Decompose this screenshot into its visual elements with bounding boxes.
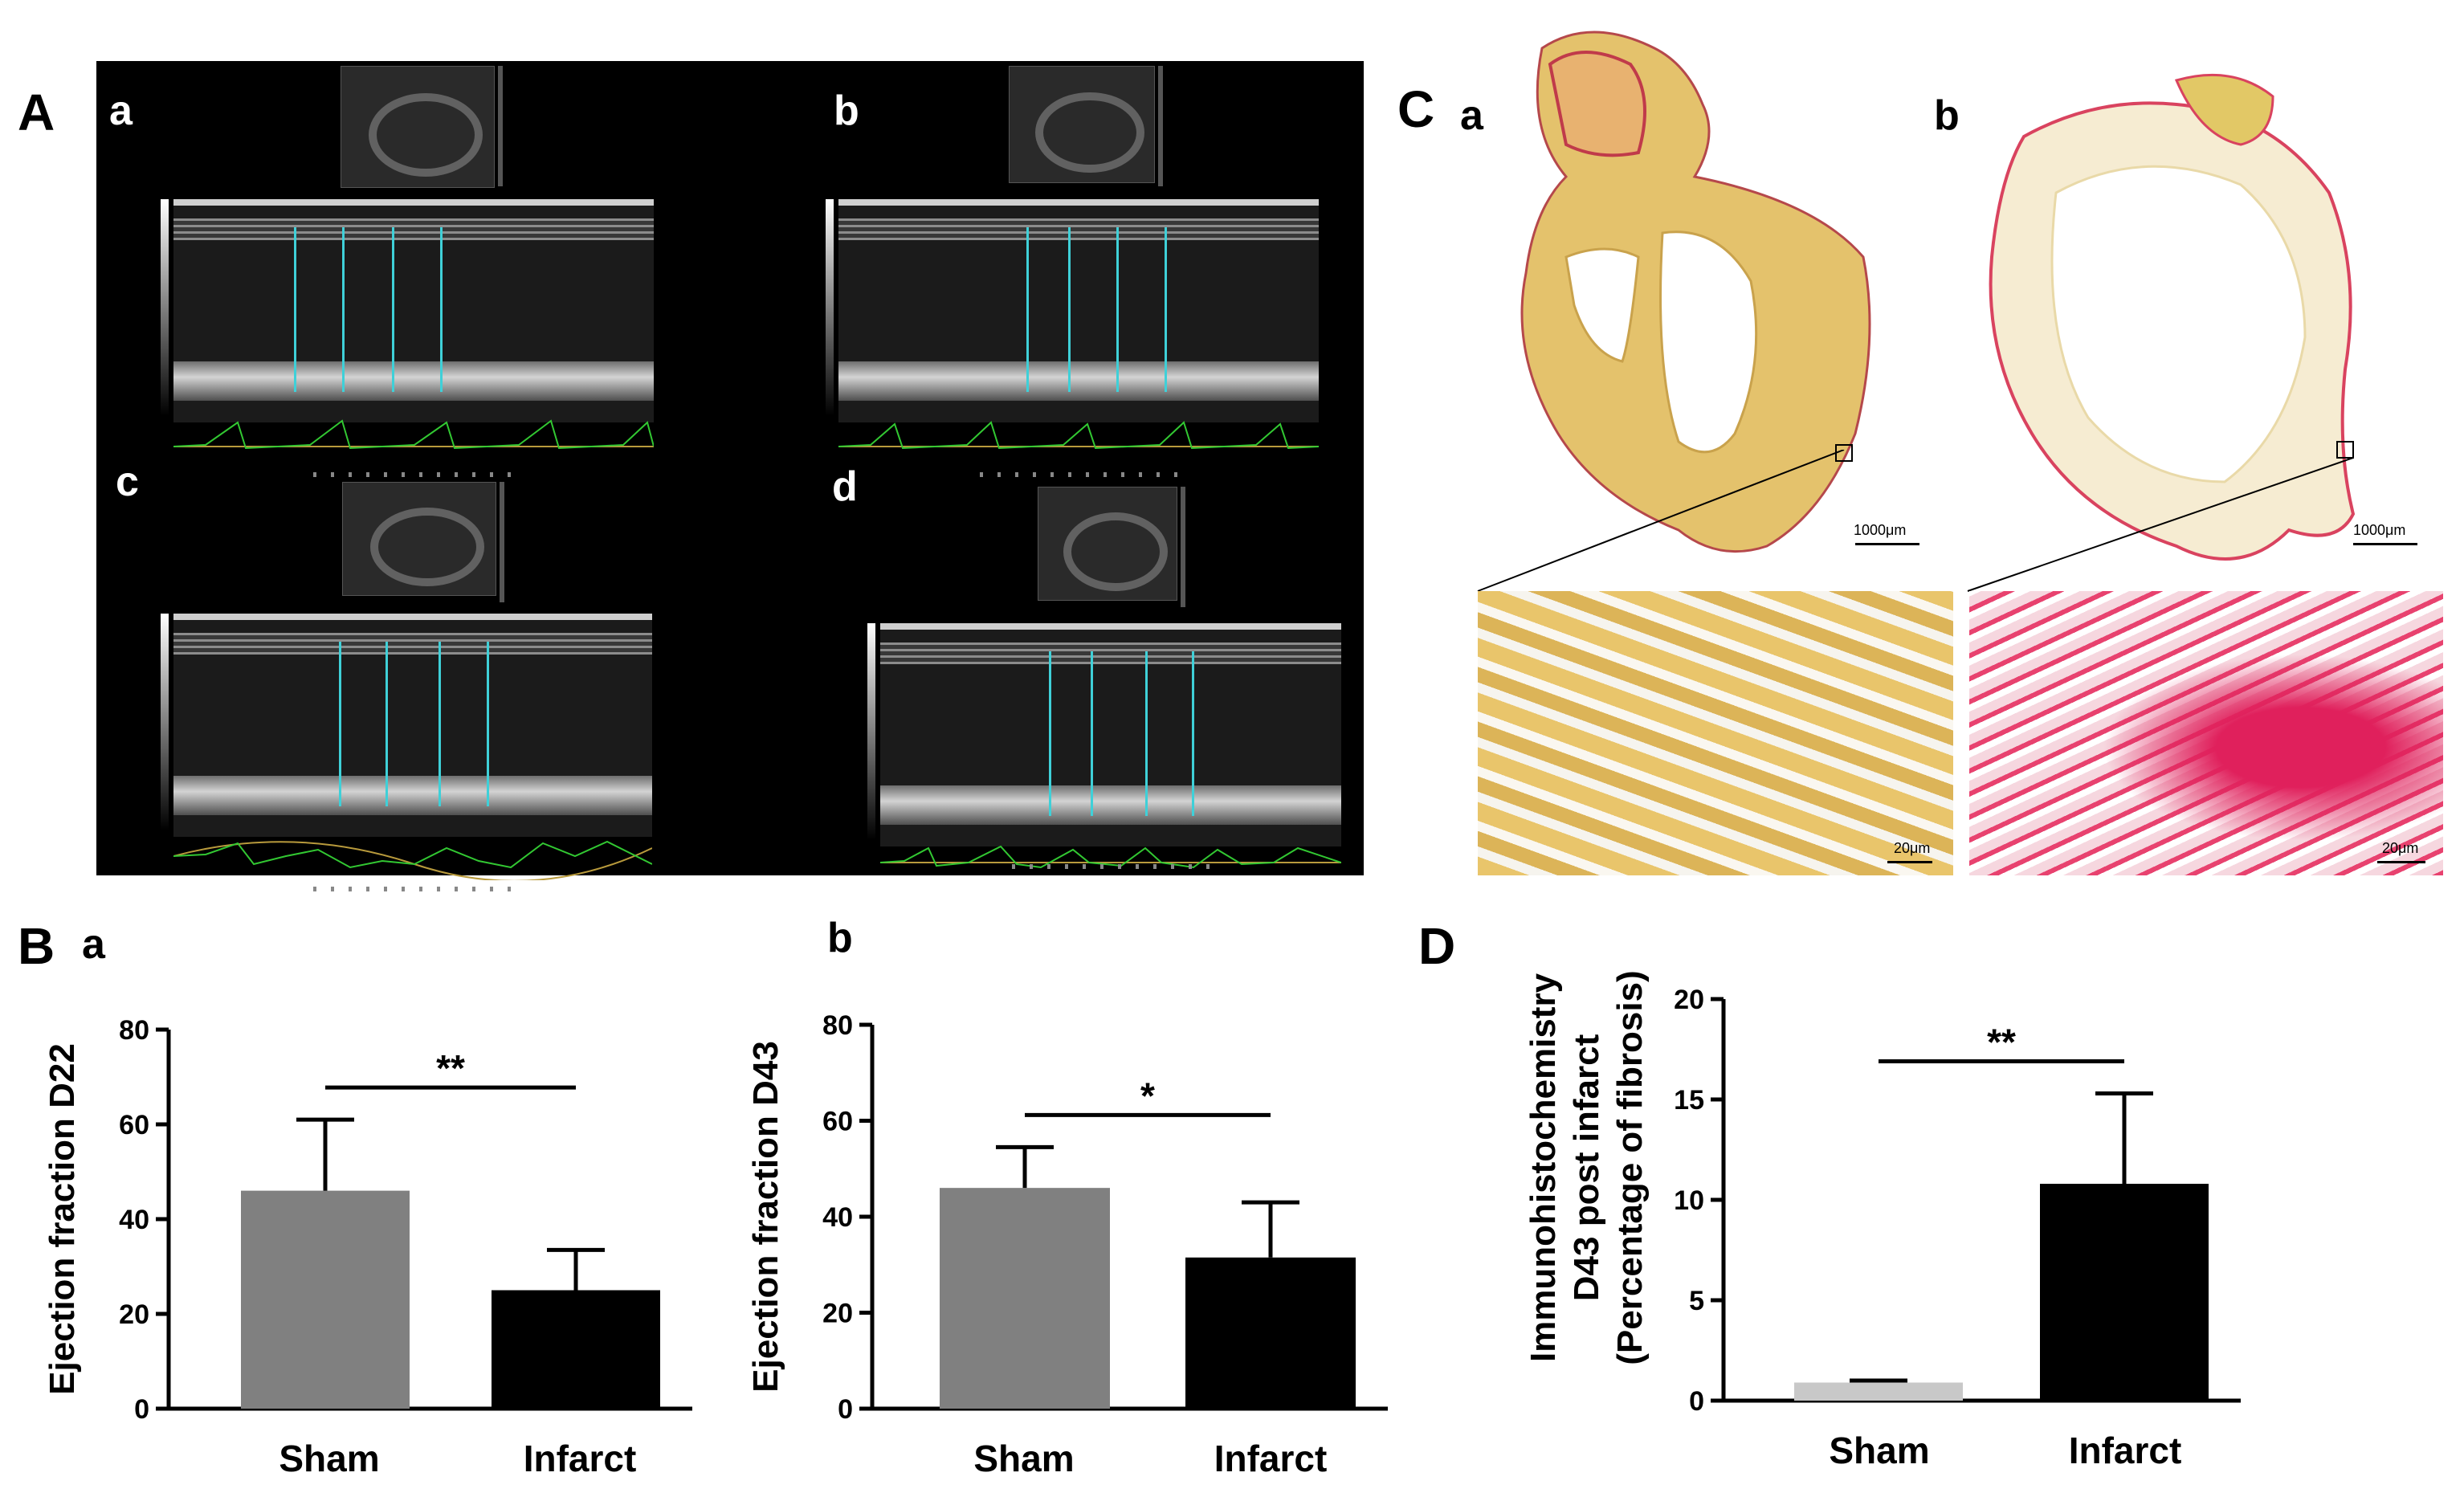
scale-label-whole-b: 1000μm <box>2353 522 2406 538</box>
significance-marker: ** <box>1987 1022 2016 1063</box>
zoom-connector-lines <box>1477 450 2354 592</box>
y-tick-label: 20 <box>822 1299 853 1329</box>
scale-bar-zoom-a <box>1887 861 1932 863</box>
bar-infarct <box>492 1290 660 1409</box>
chart-ejection-fraction-d22: 0 20 40 60 80 Sham Infarct ** Ejection fraction … <box>43 1015 692 1479</box>
significance-marker: * <box>1140 1075 1155 1116</box>
echo-sub-letter-a: a <box>109 88 133 134</box>
x-tick-label: Infarct <box>1214 1438 1328 1479</box>
y-axis-label-line: D43 post infarct <box>1567 1034 1606 1301</box>
y-tick-label: 40 <box>119 1205 149 1235</box>
panel-letter-D: D <box>1418 917 1456 975</box>
m-mode-trace-c <box>173 614 652 837</box>
y-tick-label: 20 <box>1674 985 1704 1015</box>
y-tick-label: 80 <box>822 1010 853 1041</box>
y-tick-label: 80 <box>119 1015 149 1046</box>
chart-sub-letter-b: b <box>827 915 853 961</box>
scale-label-whole-a: 1000μm <box>1854 522 1907 538</box>
heart-section-b <box>1989 73 2356 561</box>
bar-sham <box>1794 1382 1963 1401</box>
bar-infarct <box>2040 1184 2209 1401</box>
x-tick-label: Sham <box>1829 1430 1929 1471</box>
echo-sub-letter-d: d <box>832 463 858 510</box>
echo-depth-scale-a <box>498 66 503 186</box>
histo-sub-letter-b: b <box>1934 92 1960 139</box>
y-tick-label: 10 <box>1674 1185 1704 1216</box>
y-tick-label: 0 <box>1689 1386 1704 1417</box>
y-tick-label: 60 <box>822 1107 853 1137</box>
y-tick-label: 0 <box>134 1394 149 1425</box>
m-mode-trace-d <box>880 623 1341 846</box>
y-axis-label-line: (Percentage of fibrosis) <box>1610 970 1650 1364</box>
echo-controls-d <box>1012 864 1221 869</box>
y-tick-label: 40 <box>822 1202 853 1233</box>
echo-thumbnail-c <box>342 482 496 596</box>
echo-depth-scale-c <box>500 482 504 602</box>
y-tick-label: 20 <box>119 1299 149 1330</box>
y-tick-label: 15 <box>1674 1085 1704 1116</box>
bar-infarct <box>1185 1257 1356 1409</box>
echo-sub-letter-c: c <box>116 459 139 505</box>
ecg-trace-a <box>173 419 654 450</box>
echo-depth-scale-b <box>1158 66 1163 186</box>
echo-thumbnail-d <box>1038 487 1177 601</box>
chart-fibrosis-percentage: 0 5 10 15 20 Sham Infarct ** Immunohistochemistr… <box>1524 970 2241 1471</box>
echo-gray-scale-a <box>161 199 169 416</box>
echo-gray-scale-d <box>867 623 875 840</box>
echo-gray-scale-c <box>161 614 169 830</box>
m-mode-trace-a <box>173 199 654 422</box>
echocardiography-panel: a b c d <box>96 61 1364 891</box>
bar-sham <box>241 1190 410 1409</box>
scale-bar-whole-b <box>2353 543 2417 545</box>
echo-controls-a <box>313 472 522 477</box>
echo-thumbnail-a <box>341 66 495 188</box>
scale-bar-whole-a <box>1855 543 1919 545</box>
y-axis-label: Ejection fraction D22 <box>43 1043 82 1395</box>
ecg-trace-c <box>173 840 652 880</box>
zoom-section-b <box>1969 591 2443 875</box>
echo-depth-scale-d <box>1181 487 1185 607</box>
y-tick-label: 5 <box>1689 1286 1704 1316</box>
y-axis-label: Ejection fraction D43 <box>746 1041 785 1393</box>
ecg-trace-b <box>838 421 1319 450</box>
echo-gray-scale-b <box>826 199 834 416</box>
y-tick-label: 0 <box>838 1394 853 1425</box>
panel-letter-A: A <box>18 84 55 141</box>
echo-controls-b <box>980 472 1189 477</box>
significance-marker: ** <box>436 1047 465 1089</box>
histo-sub-letter-a: a <box>1460 92 1483 139</box>
x-tick-label: Sham <box>973 1438 1074 1479</box>
x-tick-label: Infarct <box>2069 1430 2182 1471</box>
y-tick-label: 60 <box>119 1110 149 1140</box>
echo-thumbnail-b <box>1009 66 1155 183</box>
scale-label-zoom-b: 20μm <box>2382 840 2419 856</box>
bar-sham <box>940 1188 1110 1409</box>
panel-letter-C: C <box>1397 80 1435 138</box>
scale-label-zoom-a: 20μm <box>1894 840 1931 856</box>
chart-sub-letter-a: a <box>82 921 105 968</box>
chart-ejection-fraction-d43: 0 20 40 60 80 Sham Infarct * Ejection fraction D… <box>746 1010 1388 1479</box>
echo-controls-c <box>313 887 522 891</box>
scale-bar-zoom-b <box>2377 861 2425 863</box>
echo-sub-letter-b: b <box>834 88 859 134</box>
y-axis-label-line: Immunohistochemistry <box>1524 973 1563 1362</box>
ecg-trace-d <box>880 845 1341 869</box>
m-mode-trace-b <box>838 199 1319 422</box>
x-tick-label: Infarct <box>524 1438 637 1479</box>
zoom-section-a <box>1478 591 1953 875</box>
x-tick-label: Sham <box>279 1438 379 1479</box>
panel-letter-B: B <box>18 917 55 975</box>
heart-section-a <box>1520 31 1871 553</box>
